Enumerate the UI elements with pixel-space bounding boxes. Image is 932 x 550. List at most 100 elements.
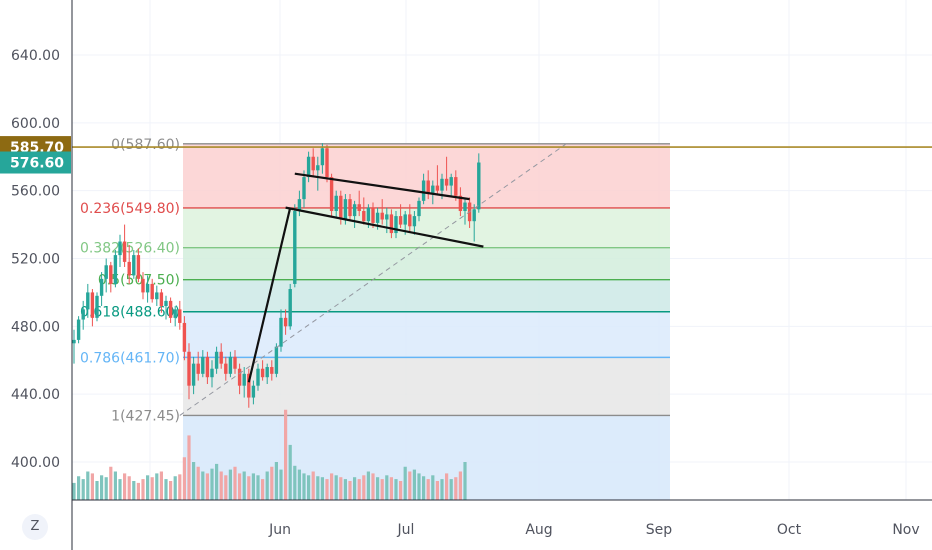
volume-bar xyxy=(196,466,200,500)
volume-bar xyxy=(95,481,99,500)
candle-body xyxy=(274,346,279,374)
candle-body xyxy=(196,363,200,374)
volume-bar xyxy=(293,465,297,500)
candle-body xyxy=(417,200,421,217)
volume-bar xyxy=(403,466,407,500)
volume-bar xyxy=(435,481,439,500)
candle-body xyxy=(228,356,233,374)
volume-bar xyxy=(77,476,81,500)
volume-bar xyxy=(251,473,255,500)
candle-body xyxy=(458,195,463,212)
candle-body xyxy=(288,289,292,327)
candle-body xyxy=(118,241,122,256)
volume-bar xyxy=(265,471,269,500)
volume-bar xyxy=(261,479,265,500)
candle-body xyxy=(109,265,113,284)
volume-bar xyxy=(90,473,94,500)
volume-bar xyxy=(228,469,232,500)
volume-bar xyxy=(201,471,205,500)
candle-body xyxy=(132,255,136,276)
volume-bar xyxy=(445,473,449,500)
volume-bar xyxy=(150,477,154,500)
volume-bar xyxy=(210,468,214,500)
price-badge-label: 576.60 xyxy=(10,156,64,172)
volume-bar xyxy=(118,479,122,500)
candle-body xyxy=(242,373,246,386)
scale-toggle-label: Z xyxy=(30,519,40,534)
fib-trend-diagonal[interactable] xyxy=(179,143,567,416)
candle-body xyxy=(412,216,417,227)
fib-extension-zone xyxy=(183,415,670,500)
candle-body xyxy=(256,368,260,386)
fib-zone xyxy=(183,247,670,280)
x-tick-label: Oct xyxy=(777,522,802,538)
scale-toggle-button[interactable]: Z xyxy=(22,514,48,540)
candle-body xyxy=(352,204,357,217)
candle-body xyxy=(306,156,311,178)
candle-body xyxy=(104,265,108,279)
candle-body xyxy=(334,195,338,212)
candle-body xyxy=(191,363,196,386)
volume-bar xyxy=(132,481,136,500)
candle-body xyxy=(187,351,191,386)
volume-bar xyxy=(72,482,76,500)
price-badge xyxy=(0,151,71,174)
volume-bar xyxy=(270,466,274,500)
trendline-annotations[interactable] xyxy=(72,143,932,416)
candle-body xyxy=(348,199,352,217)
candle-body xyxy=(81,309,85,320)
volume-bar xyxy=(320,477,324,500)
volume-bar xyxy=(371,473,375,500)
volume-bar xyxy=(238,473,242,500)
candle-body xyxy=(329,177,334,212)
candle-body xyxy=(283,317,288,327)
flag-pole-line[interactable] xyxy=(247,207,292,383)
volume-bar xyxy=(389,477,393,500)
volume-bar xyxy=(334,475,338,500)
candle-body xyxy=(371,207,375,223)
volume-bar xyxy=(256,475,260,500)
candle-body xyxy=(155,292,159,300)
candle-body xyxy=(403,214,407,225)
fib-zone xyxy=(183,279,670,312)
volume-bar xyxy=(422,476,426,500)
y-tick-label: 440.00 xyxy=(11,387,60,403)
volume-bar xyxy=(353,477,357,500)
fib-level-label: 1(427.45) xyxy=(111,408,180,424)
volume-bar xyxy=(123,473,127,500)
flag-upper-trendline[interactable] xyxy=(294,172,470,201)
candle-body xyxy=(136,255,141,279)
fib-level-label: 0.236(549.80) xyxy=(80,201,180,217)
volume-bar xyxy=(412,469,416,500)
volume-bar xyxy=(426,479,430,500)
candle-body xyxy=(210,368,214,378)
volume-bar xyxy=(159,471,163,500)
volume-bar xyxy=(242,471,246,500)
candle-body xyxy=(279,317,283,347)
volume-bar xyxy=(440,479,444,500)
candle-body xyxy=(339,195,343,220)
candle-body xyxy=(297,199,302,212)
volume-bar xyxy=(215,463,219,500)
fib-level-label: 0.786(461.70) xyxy=(80,350,180,366)
fibonacci-retracement[interactable]: 0(587.60) 0.236(549.80) 0.382(526.40) 0.5(5… xyxy=(80,137,670,500)
candle-body xyxy=(224,363,228,374)
x-tick-label: Nov xyxy=(892,522,919,538)
fib-level-label: 0(587.60) xyxy=(111,137,180,153)
x-tick-label: Jul xyxy=(397,522,415,538)
candle-body xyxy=(201,356,205,374)
candle-body xyxy=(394,216,398,234)
candle-body xyxy=(362,211,366,222)
volume-bar xyxy=(454,477,458,500)
volume-bar xyxy=(417,473,421,500)
candle-body xyxy=(233,356,237,369)
candle-body xyxy=(72,339,76,344)
flag-lower-trendline[interactable] xyxy=(285,206,484,248)
volume-bar xyxy=(408,471,412,500)
candle-body xyxy=(440,178,444,191)
candle-body xyxy=(421,180,426,201)
candle-body xyxy=(380,212,384,220)
